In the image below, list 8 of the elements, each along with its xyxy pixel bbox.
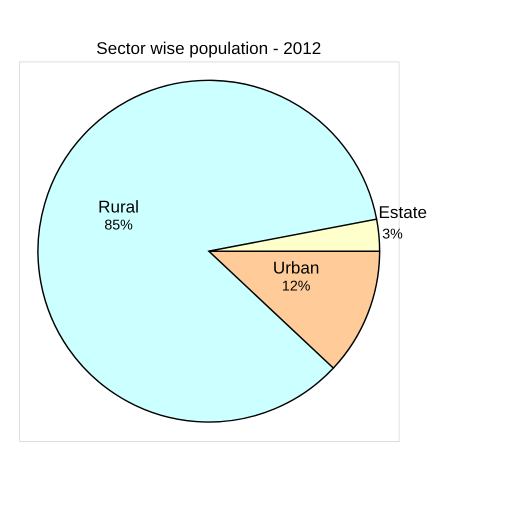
chart-title: Sector wise population - 2012 [96,38,322,58]
data-label: 85% [104,218,134,234]
pie-slice [37,80,378,422]
slice-label: Rural [98,198,139,217]
slice-label: Estate [378,203,427,222]
data-label: 3% [382,226,404,243]
data-label: 12% [282,278,311,295]
slice-label: Urban [272,258,320,278]
